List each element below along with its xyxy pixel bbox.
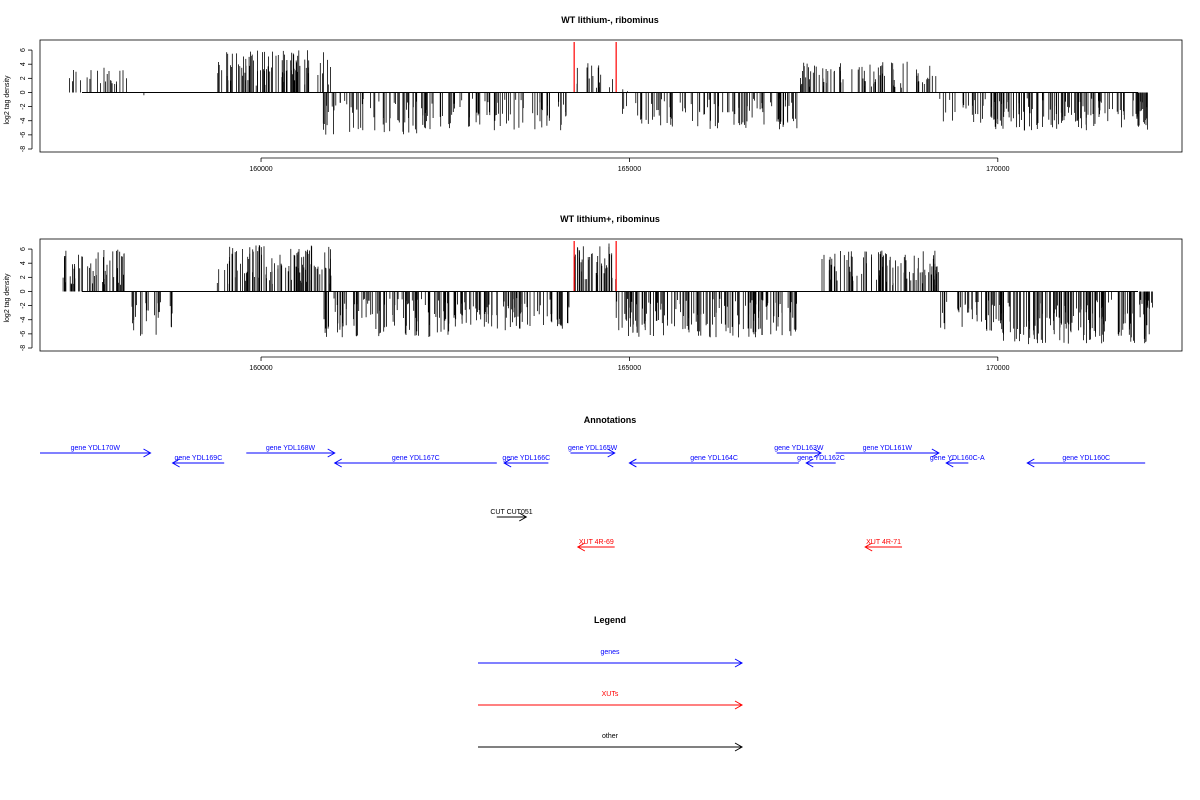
feature-other: CUT CUT051 [490, 509, 533, 522]
legend-entry: other [478, 733, 744, 752]
y-axis-label: log2 tag density [4, 75, 11, 125]
feature-arrows: gene YDL170W gene YDL169C gene YDL168W gene… [40, 445, 1146, 552]
y-axis-label: log2 tag density [4, 273, 11, 323]
feature-label: gene YDL167C [392, 455, 440, 462]
feature-gene: gene YDL161W [835, 445, 940, 458]
arrow-head-icon [931, 448, 940, 458]
feature-gene: gene YDL160C-A [930, 455, 985, 468]
arrow-head-icon [171, 458, 180, 468]
feature-xut: XUT 4R-69 [576, 539, 615, 552]
feature-label: gene YDL163W [774, 445, 824, 452]
arrow-head-icon [576, 542, 586, 552]
y-tick-label: -8 [20, 345, 27, 351]
feature-label: gene YDL168W [266, 445, 316, 452]
feature-label: gene YDL162C [797, 455, 845, 462]
bars-group [69, 50, 1148, 135]
arrow-head-icon [327, 448, 336, 458]
feature-label: XUT 4R-71 [866, 539, 901, 546]
feature-gene: gene YDL170W [40, 445, 152, 458]
plot-frame [39, 238, 1183, 352]
x-tick-label: 170000 [986, 365, 1009, 372]
legend-label: other [602, 733, 619, 740]
highlight-group [573, 42, 617, 93]
x-tick-label: 165000 [618, 365, 641, 372]
feature-gene: gene YDL163W [774, 445, 824, 458]
legend-title: Legend [594, 615, 626, 625]
y-tick-label: 0 [20, 289, 27, 293]
feature-label: gene YDL169C [175, 455, 223, 462]
feature-label: gene YDL166C [502, 455, 550, 462]
highlight-group [573, 241, 617, 292]
y-tick-label: -8 [20, 146, 27, 152]
arrow-head-icon [805, 458, 814, 468]
panel-title: WT lithium-, ribominus [561, 15, 659, 25]
feature-label: gene YDL161W [863, 445, 913, 452]
x-tick-label: 160000 [249, 166, 272, 173]
x-axis: 160000 165000 170000 [249, 356, 1010, 372]
y-tick-label: 0 [20, 90, 27, 94]
arrow-head-icon [519, 512, 528, 522]
legend-entries: genes XUTs other [478, 649, 744, 752]
feature-gene: gene YDL169C [171, 455, 225, 468]
arrow-head-icon [607, 448, 616, 458]
y-tick-label: 6 [20, 48, 27, 52]
arrow-head-icon [628, 458, 637, 468]
feature-label: gene YDL160C-A [930, 455, 985, 462]
legend-label: XUTs [602, 691, 619, 698]
y-tick-label: 2 [20, 275, 27, 279]
arrow-head-icon [813, 448, 822, 458]
feature-gene: gene YDL162C [797, 455, 845, 468]
feature-gene: gene YDL167C [333, 455, 497, 468]
y-tick-label: -2 [20, 103, 27, 109]
legend-label: genes [600, 649, 620, 656]
legend-entry: genes [478, 649, 744, 668]
x-tick-label: 165000 [618, 166, 641, 173]
feature-label: CUT CUT051 [490, 509, 532, 516]
y-axis: 6 4 2 0 -2 -4 -6 -8 [20, 247, 33, 351]
arrow-head-icon [1026, 458, 1035, 468]
x-tick-label: 160000 [249, 365, 272, 372]
y-tick-label: 2 [20, 76, 27, 80]
y-tick-label: -6 [20, 331, 27, 337]
x-tick-label: 170000 [986, 166, 1009, 173]
feature-gene: gene YDL168W [246, 445, 336, 458]
feature-label: gene YDL165W [568, 445, 618, 452]
arrow-head-icon [734, 742, 744, 752]
annotations-title: Annotations [584, 415, 637, 425]
y-tick-label: -2 [20, 302, 27, 308]
feature-label: gene YDL170W [71, 445, 121, 452]
feature-label: gene YDL160C [1062, 455, 1110, 462]
y-tick-label: -6 [20, 132, 27, 138]
feature-label: XUT 4R-69 [579, 539, 614, 546]
y-tick-label: 6 [20, 247, 27, 251]
legend: Legend genes XUTs other [478, 615, 744, 752]
panel-title: WT lithium+, ribominus [560, 214, 660, 224]
arrow-head-icon [945, 458, 954, 468]
feature-gene: gene YDL166C [502, 455, 550, 468]
track-panel-lithium-plus: WT lithium+, ribominus log2 tag density … [4, 214, 1183, 372]
feature-gene: gene YDL160C [1026, 455, 1146, 468]
bars-group [62, 243, 1153, 345]
arrow-head-icon [734, 700, 744, 710]
arrow-head-icon [864, 542, 873, 552]
feature-xut: XUT 4R-71 [864, 539, 903, 552]
feature-gene: gene YDL164C [628, 455, 799, 468]
feature-label: gene YDL164C [690, 455, 738, 462]
feature-gene: gene YDL165W [568, 445, 618, 458]
y-tick-label: -4 [20, 317, 27, 323]
arrow-head-icon [143, 448, 152, 458]
arrow-head-icon [503, 458, 512, 468]
x-axis: 160000 165000 170000 [249, 157, 1010, 173]
legend-entry: XUTs [478, 691, 744, 710]
y-tick-label: 4 [20, 62, 27, 66]
arrow-head-icon [734, 658, 744, 668]
y-axis: 6 4 2 0 -2 -4 -6 -8 [20, 48, 33, 152]
y-tick-label: -4 [20, 118, 27, 124]
arrow-head-icon [333, 458, 342, 468]
plot-frame [39, 39, 1183, 153]
track-panel-lithium-minus: WT lithium-, ribominus log2 tag density … [4, 15, 1183, 173]
y-tick-label: 4 [20, 261, 27, 265]
